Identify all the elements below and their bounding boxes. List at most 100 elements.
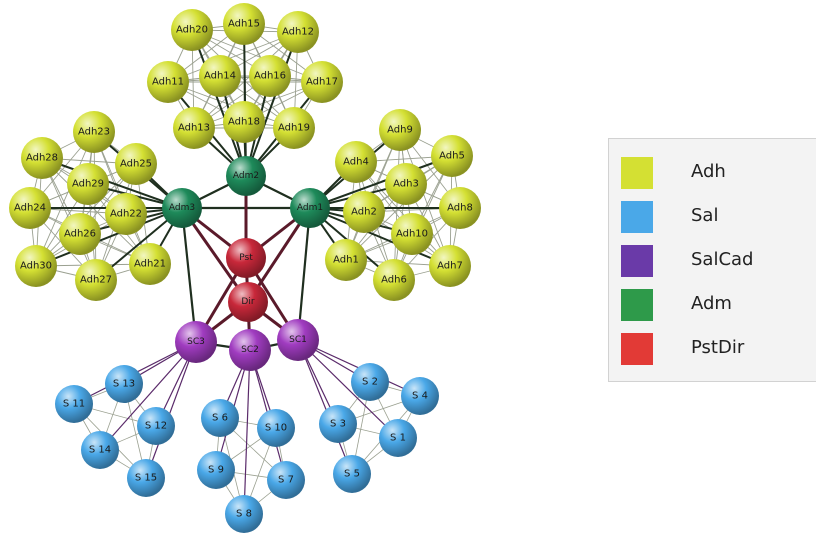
node-sphere xyxy=(439,187,481,229)
node-label: Adh16 xyxy=(254,71,286,82)
node-sphere xyxy=(137,407,175,445)
legend-label-adm: Adm xyxy=(691,293,732,314)
node-adh25: Adh25 xyxy=(115,143,157,185)
node-adh6: Adh6 xyxy=(373,259,415,301)
node-adh12: Adh12 xyxy=(277,11,319,53)
hub-link-edge xyxy=(180,207,198,343)
node-adh16: Adh16 xyxy=(249,55,291,97)
node-label: Pst xyxy=(239,253,253,263)
node-adh17: Adh17 xyxy=(301,61,343,103)
node-sphere xyxy=(379,419,417,457)
node-sphere xyxy=(201,399,239,437)
hub-spoke-edge xyxy=(191,29,247,177)
legend-swatch-sal xyxy=(621,201,653,233)
mesh-edge xyxy=(393,129,401,281)
node-adh22: Adh22 xyxy=(105,193,147,235)
node-sphere xyxy=(373,259,415,301)
node-adh4: Adh4 xyxy=(335,141,377,183)
node-label: Adm3 xyxy=(169,203,195,213)
node-sphere xyxy=(55,385,93,423)
node-label: S 2 xyxy=(362,377,378,388)
node-label: S 4 xyxy=(412,391,428,402)
legend-label-adh: Adh xyxy=(691,161,726,182)
node-sphere xyxy=(147,61,189,103)
node-sphere xyxy=(81,431,119,469)
node-label: Adh11 xyxy=(152,77,184,88)
legend-item-salcad: SalCad xyxy=(621,241,811,281)
legend-item-pstdir: PstDir xyxy=(621,329,811,369)
node-sphere xyxy=(431,135,473,177)
node-sphere xyxy=(391,213,433,255)
node-label: S 11 xyxy=(63,399,85,410)
node-sphere xyxy=(162,188,202,228)
node-label: SC1 xyxy=(289,335,307,345)
node-sc2: SC2 xyxy=(229,329,271,371)
node-label: S 8 xyxy=(236,509,252,520)
node-sphere xyxy=(225,495,263,533)
node-label: S 6 xyxy=(212,413,228,424)
hub-link-edge xyxy=(296,207,312,341)
node-sphere xyxy=(105,365,143,403)
node-sc1: SC1 xyxy=(277,319,319,361)
hub-spoke-edge xyxy=(145,341,197,479)
node-adh18: Adh18 xyxy=(223,101,265,143)
node-adh13: Adh13 xyxy=(173,107,215,149)
node-label: S 7 xyxy=(278,475,294,486)
node-sphere xyxy=(115,143,157,185)
node-adh28: Adh28 xyxy=(21,137,63,179)
node-sphere xyxy=(175,321,217,363)
hub-spoke-edge xyxy=(297,339,353,475)
node-label: Adh29 xyxy=(72,179,104,190)
node-label: Adh21 xyxy=(134,259,166,270)
node-s4: S 4 xyxy=(401,377,439,415)
node-adh27: Adh27 xyxy=(75,259,117,301)
node-sphere xyxy=(277,11,319,53)
node-sphere xyxy=(226,238,266,278)
node-label: Adh13 xyxy=(178,123,210,134)
node-sphere xyxy=(226,156,266,196)
node-s8: S 8 xyxy=(225,495,263,533)
mesh-edge xyxy=(41,157,151,265)
node-label: Adh14 xyxy=(204,71,236,82)
hub-spoke-edge xyxy=(297,339,399,439)
node-adh7: Adh7 xyxy=(429,245,471,287)
mesh-edge xyxy=(399,129,451,267)
node-adh8: Adh8 xyxy=(439,187,481,229)
node-label: SC2 xyxy=(241,345,259,355)
node-sphere xyxy=(277,319,319,361)
node-sphere xyxy=(343,191,385,233)
node-label: Adh28 xyxy=(26,153,58,164)
node-label: Adh4 xyxy=(343,157,369,168)
node-label: Adm2 xyxy=(233,171,259,181)
node-label: Adh26 xyxy=(64,229,96,240)
node-label: S 5 xyxy=(344,469,360,480)
node-sphere xyxy=(290,188,330,228)
node-label: Adh22 xyxy=(110,209,142,220)
node-label: Dir xyxy=(241,297,254,307)
node-label: Adh3 xyxy=(393,179,419,190)
node-sphere xyxy=(73,111,115,153)
node-sphere xyxy=(267,461,305,499)
mesh-edge xyxy=(167,31,299,83)
node-adh14: Adh14 xyxy=(199,55,241,97)
node-label: S 12 xyxy=(145,421,167,432)
node-adh11: Adh11 xyxy=(147,61,189,103)
node-label: S 14 xyxy=(89,445,111,456)
node-sphere xyxy=(127,459,165,497)
node-s11: S 11 xyxy=(55,385,93,423)
node-sphere xyxy=(385,163,427,205)
node-sphere xyxy=(301,61,343,103)
node-label: S 1 xyxy=(390,433,406,444)
mesh-edge xyxy=(167,81,295,129)
node-sphere xyxy=(228,282,268,322)
hub-spoke-edge xyxy=(309,207,451,267)
node-label: Adm1 xyxy=(297,203,323,213)
node-label: Adh19 xyxy=(278,123,310,134)
node-dir: Dir xyxy=(228,282,268,322)
mesh-edge xyxy=(191,29,323,83)
node-adm2: Adm2 xyxy=(226,156,266,196)
node-sphere xyxy=(173,107,215,149)
node-label: Adh23 xyxy=(78,127,110,138)
node-label: Adh9 xyxy=(387,125,413,136)
node-s5: S 5 xyxy=(333,455,371,493)
